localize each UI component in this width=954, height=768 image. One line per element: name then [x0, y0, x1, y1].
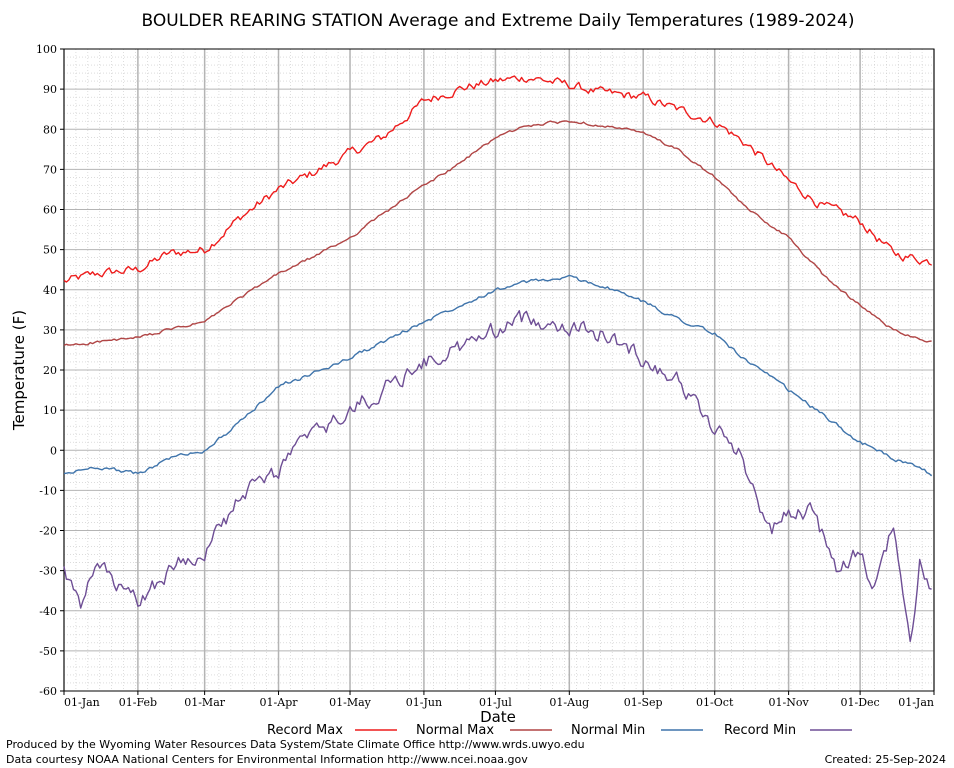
legend-record-min-label: Record Min	[724, 723, 796, 738]
y-tick-label: 70	[43, 163, 57, 176]
series-line-normal-max	[63, 120, 932, 347]
chart-title: BOULDER REARING STATION Average and Extr…	[142, 11, 855, 31]
series-line-normal-min	[63, 274, 933, 477]
y-axis: -60 -50 -40 -30 -20 -10 0 10 20 30 40 50 60 70 80 90 100	[36, 43, 64, 698]
x-tick-label: 01-Oct	[696, 696, 734, 709]
footer-created-date: Created: 25-Sep-2024	[825, 753, 946, 766]
y-tick-label: -60	[39, 685, 57, 698]
legend: Record Max Normal Max Normal Min Record …	[267, 723, 852, 738]
x-tick-label: 01-Mar	[184, 696, 226, 709]
y-tick-label: 80	[43, 123, 57, 136]
x-tick-label: 01-Sep	[624, 696, 663, 709]
legend-normal-min-label: Normal Min	[571, 723, 645, 738]
y-tick-label: -40	[39, 605, 57, 618]
x-tick-label: 01-Jul	[479, 696, 512, 709]
x-tick-label: 01-Jan	[898, 696, 934, 709]
y-tick-label: 40	[43, 284, 57, 297]
y-tick-label: 0	[50, 444, 57, 457]
series-line-record-min	[63, 310, 932, 643]
x-axis-label: Date	[480, 708, 516, 726]
legend-record-max-label: Record Max	[267, 723, 343, 738]
footer-data-courtesy: Data courtesy NOAA National Centers for …	[6, 753, 528, 766]
series-line-record-max	[63, 75, 932, 283]
footer-produced-by: Produced by the Wyoming Water Resources …	[6, 738, 585, 751]
y-tick-label: 60	[43, 204, 57, 217]
y-tick-label: 20	[43, 364, 57, 377]
y-axis-label: Temperature (F)	[10, 310, 28, 431]
y-tick-label: -10	[39, 484, 57, 497]
x-tick-label: 01-Jan	[64, 696, 100, 709]
y-tick-label: 50	[43, 244, 57, 257]
series-lines	[63, 75, 933, 643]
x-tick-label: 01-Jun	[406, 696, 442, 709]
y-tick-label: -20	[39, 525, 57, 538]
legend-normal-max-label: Normal Max	[416, 723, 494, 738]
x-tick-label: 01-Nov	[769, 696, 810, 709]
y-tick-label: 10	[43, 404, 57, 417]
x-tick-label: 01-Feb	[119, 696, 157, 709]
x-axis: 01-Jan 01-Feb 01-Mar 01-Apr 01-May 01-Jun 01-J…	[63, 691, 935, 709]
y-tick-label: 100	[36, 43, 57, 56]
x-tick-label: 01-May	[329, 696, 372, 709]
y-tick-label: 30	[43, 324, 57, 337]
x-tick-label: 01-Dec	[841, 696, 880, 709]
y-tick-label: -30	[39, 565, 57, 578]
y-tick-label: 90	[43, 83, 57, 96]
x-tick-label: 01-Aug	[549, 696, 589, 709]
y-tick-label: -50	[39, 645, 57, 658]
x-tick-label: 01-Apr	[260, 696, 299, 709]
